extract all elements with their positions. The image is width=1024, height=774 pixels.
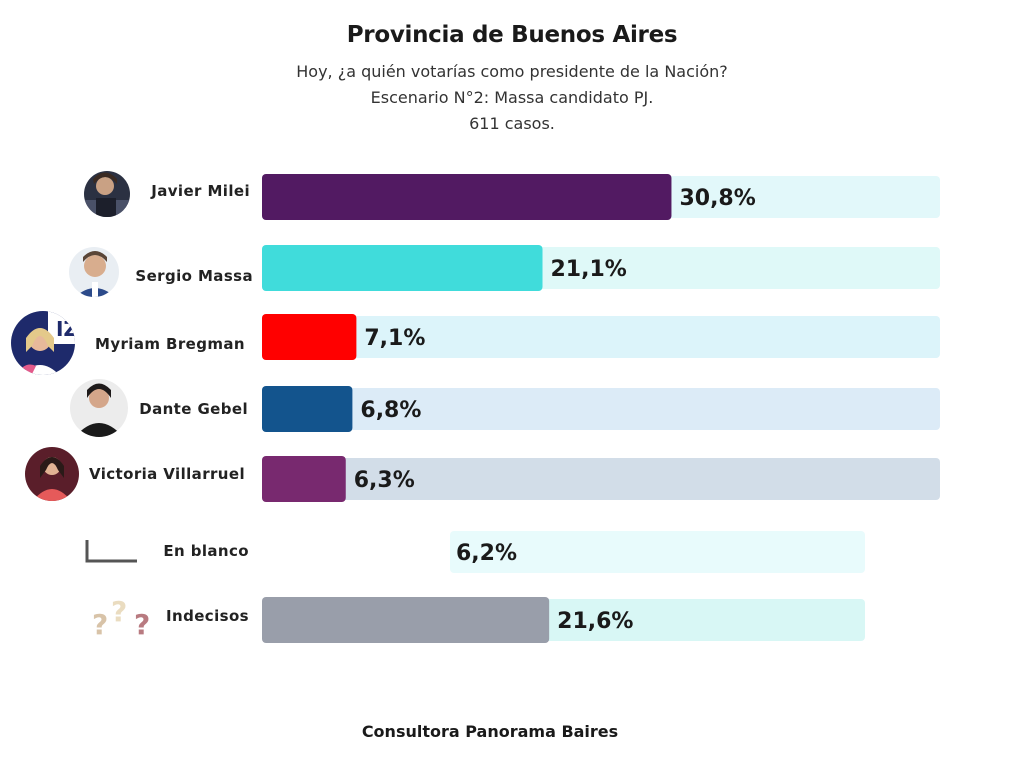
photo-myriam-bregman: IZ <box>11 311 78 375</box>
bar-sergio-massa <box>262 245 543 291</box>
bar-victoria-villarruel <box>262 456 346 502</box>
value-label: 21,6% <box>557 609 633 634</box>
bar-track <box>262 388 940 430</box>
svg-text:?: ? <box>92 608 108 641</box>
photo-sergio-massa <box>69 247 119 297</box>
photo-victoria-villarruel <box>25 447 79 501</box>
bar-javier-milei <box>262 174 672 220</box>
bars-layer: 30,8% Javier Milei 21,1% Sergio Massa 7,1% My… <box>89 174 940 643</box>
chart-title: Provincia de Buenos Aires <box>346 22 678 48</box>
value-label: 6,3% <box>354 468 415 493</box>
svg-text:?: ? <box>111 595 127 628</box>
category-label: Victoria Villarruel <box>89 465 245 483</box>
photo-javier-milei <box>84 171 130 217</box>
bar-dante-gebel <box>262 386 353 432</box>
subtitle-line-1: Hoy, ¿a quién votarías como presidente d… <box>296 62 728 81</box>
category-label: Sergio Massa <box>135 267 253 285</box>
question-marks-icon: ? ? ? <box>92 595 150 641</box>
category-label: Dante Gebel <box>139 400 248 418</box>
category-label: Myriam Bregman <box>95 335 245 353</box>
category-label: Javier Milei <box>150 182 250 200</box>
bar-track <box>262 458 940 500</box>
bar-myriam-bregman <box>262 314 357 360</box>
subtitle-line-3: 611 casos. <box>469 114 555 133</box>
bar-indecisos <box>262 597 550 643</box>
blank-ballot-icon <box>85 540 137 563</box>
value-label: 7,1% <box>364 326 425 351</box>
value-label: 6,2% <box>456 541 517 566</box>
subtitle-line-2: Escenario N°2: Massa candidato PJ. <box>370 88 654 107</box>
value-label: 30,8% <box>679 186 755 211</box>
svg-text:IZ: IZ <box>56 317 78 341</box>
bar-track <box>450 531 865 573</box>
source-footer: Consultora Panorama Baires <box>361 722 619 741</box>
value-label: 6,8% <box>360 398 421 423</box>
bar-track <box>262 316 940 358</box>
category-label: En blanco <box>163 542 249 560</box>
svg-text:?: ? <box>134 608 150 641</box>
value-label: 21,1% <box>551 257 627 282</box>
category-label: Indecisos <box>166 607 249 625</box>
photo-dante-gebel <box>70 379 128 437</box>
